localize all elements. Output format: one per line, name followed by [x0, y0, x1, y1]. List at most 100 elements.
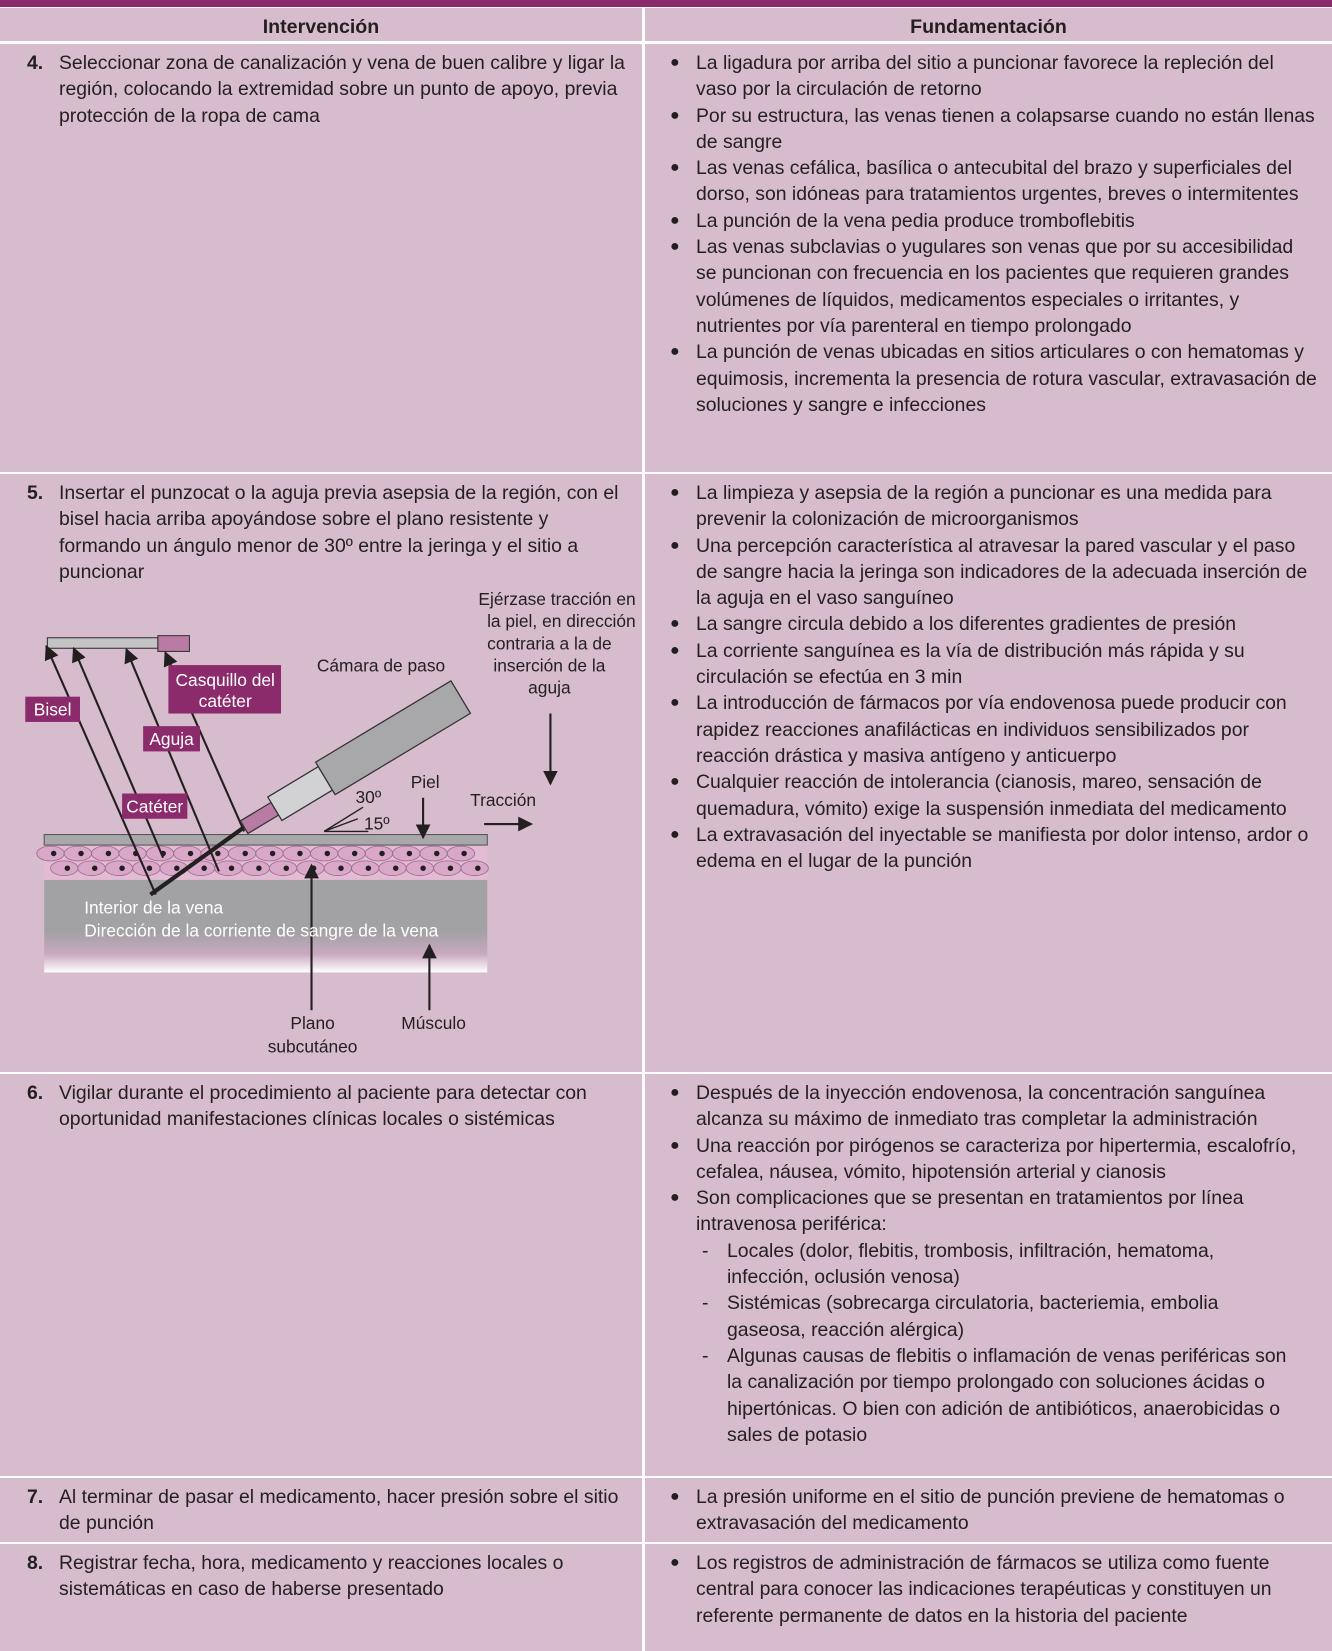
cell	[282, 845, 311, 862]
header-cell: Fundamentación	[645, 8, 1332, 41]
header-text: Intervención	[262, 16, 380, 38]
label-interior: Interior de la vena	[84, 897, 223, 917]
cell-nucleus	[256, 865, 262, 871]
cell	[118, 845, 147, 862]
intervention-text: Insertar el punzocat o la aguja previa a…	[59, 482, 619, 583]
cell-nucleus	[215, 850, 221, 857]
cell	[255, 845, 284, 862]
intervention-cell: 7. Al terminar de pasar el medicamento, h…	[0, 1478, 642, 1542]
bullet: La presión uniforme en el sitio de punci…	[645, 1484, 1318, 1537]
bullet: Una percepción característica al atraves…	[645, 533, 1318, 612]
rationale-cell: La limpieza y asepsia de la región a pun…	[645, 474, 1332, 1072]
bullet: Son complicaciones que se presentan en t…	[645, 1185, 1318, 1448]
bullet: Después de la inyección endovenosa, la c…	[645, 1080, 1318, 1133]
label-15: 15º	[364, 813, 390, 833]
bullet: La introducción de fármacos por vía endo…	[645, 690, 1318, 769]
cell-nucleus	[379, 850, 385, 857]
cell	[460, 860, 489, 877]
cell-nucleus	[78, 850, 84, 857]
bullet: La limpieza y asepsia de la región a pun…	[645, 480, 1318, 533]
rationale-cell: Los registros de administración de fárma…	[645, 1544, 1332, 1651]
step-number: 8.	[27, 1552, 44, 1574]
bullet: Cualquier reacción de intolerancia (cian…	[645, 769, 1318, 822]
intervention-cell: 8. Registrar fecha, hora, medicamento y r…	[0, 1544, 642, 1651]
cell-nucleus	[338, 865, 344, 871]
cell	[214, 860, 243, 877]
bullet: Una reacción por pirógenos se caracteriz…	[645, 1133, 1318, 1186]
cell	[446, 845, 476, 862]
skin	[43, 834, 488, 846]
rationale-cell: La ligadura por arriba del sitio a punci…	[645, 44, 1332, 472]
cell	[104, 860, 134, 877]
bullet: La corriente sanguínea es la vía de dist…	[645, 638, 1318, 691]
cell-nucleus	[461, 850, 467, 857]
step-number: 5.	[27, 482, 44, 504]
cell-nucleus	[105, 850, 112, 857]
cell	[433, 860, 462, 877]
cell-nucleus	[201, 865, 207, 871]
rationale-cell: Después de la inyección endovenosa, la c…	[645, 1074, 1332, 1476]
label-traction-note: inserción de la	[493, 655, 605, 675]
intervention-text: Seleccionar zona de canalización y vena …	[59, 52, 625, 127]
cell-nucleus	[242, 850, 248, 857]
bullet-list: La limpieza y asepsia de la región a pun…	[645, 480, 1325, 874]
bullet: Por su estructura, las venas tienen a co…	[645, 103, 1318, 156]
cell	[91, 845, 120, 862]
label-cateter: Catéter	[126, 796, 183, 816]
label-traction-note: Ejérzase tracción en	[478, 589, 635, 609]
cell	[77, 860, 106, 877]
cell-nucleus	[297, 850, 303, 857]
needle-ref	[46, 637, 159, 649]
cell-nucleus	[475, 865, 481, 871]
cell-nucleus	[228, 865, 235, 871]
cell-nucleus	[324, 850, 331, 857]
bullet: La punción de venas ubicadas en sitios a…	[645, 339, 1318, 418]
label-aguja: Aguja	[149, 729, 194, 749]
header-text: Fundamentación	[910, 16, 1067, 38]
label-traction-note: aguja	[528, 678, 571, 698]
cell-nucleus	[119, 865, 125, 871]
label-30: 30º	[356, 787, 382, 807]
cell-nucleus	[392, 865, 399, 871]
cell-nucleus	[91, 865, 98, 871]
vein	[44, 879, 488, 973]
cell-nucleus	[269, 850, 276, 857]
cell-nucleus	[64, 865, 71, 871]
cell-nucleus	[365, 865, 372, 871]
step-number: 7.	[27, 1486, 44, 1508]
sub-item: Sistémicas (sobrecarga circulatoria, bac…	[696, 1290, 1287, 1343]
cell	[364, 845, 393, 862]
intervention-text: Registrar fecha, hora, medicamento y rea…	[59, 1552, 564, 1601]
cell	[269, 860, 298, 877]
intervention-cell: 4. Seleccionar zona de canalización y ven…	[0, 44, 642, 472]
cell	[310, 845, 339, 862]
label-casquillo: catéter	[199, 691, 252, 711]
bullet-list: Los registros de administración de fárma…	[645, 1550, 1325, 1629]
sub-list: Locales (dolor, flebitis, trombosis, inf…	[696, 1238, 1318, 1448]
intervention-text: Vigilar durante el procedimiento al paci…	[59, 1082, 587, 1131]
bullet: La ligadura por arriba del sitio a punci…	[645, 50, 1318, 103]
rationale-cell: La presión uniforme en el sitio de punci…	[645, 1478, 1332, 1542]
label-bisel: Bisel	[34, 700, 72, 720]
cell	[227, 845, 257, 862]
cell	[36, 845, 65, 862]
cell-nucleus	[434, 850, 440, 857]
top-band	[0, 0, 1332, 7]
intervention-text: Al terminar de pasar el medicamento, hac…	[59, 1486, 619, 1535]
bullet-list: La presión uniforme en el sitio de punci…	[645, 1484, 1325, 1537]
cell	[337, 845, 366, 862]
label-traccion: Tracción	[470, 790, 536, 810]
bullet: Las venas cefálica, basílica o antecubit…	[645, 155, 1318, 208]
label-traction-note: contraria a la de	[487, 633, 611, 653]
cell-nucleus	[174, 865, 180, 871]
cell-nucleus	[420, 865, 426, 871]
cell-nucleus	[283, 865, 290, 871]
label-camara: Cámara de paso	[317, 655, 445, 675]
bullet: Las venas subclavias o yugulares son ven…	[645, 234, 1318, 339]
hub-ref	[157, 635, 190, 652]
label-piel: Piel	[411, 772, 440, 792]
label-plano: Plano	[290, 1013, 334, 1033]
bullet: La extravasación del inyectable se manif…	[645, 822, 1318, 875]
